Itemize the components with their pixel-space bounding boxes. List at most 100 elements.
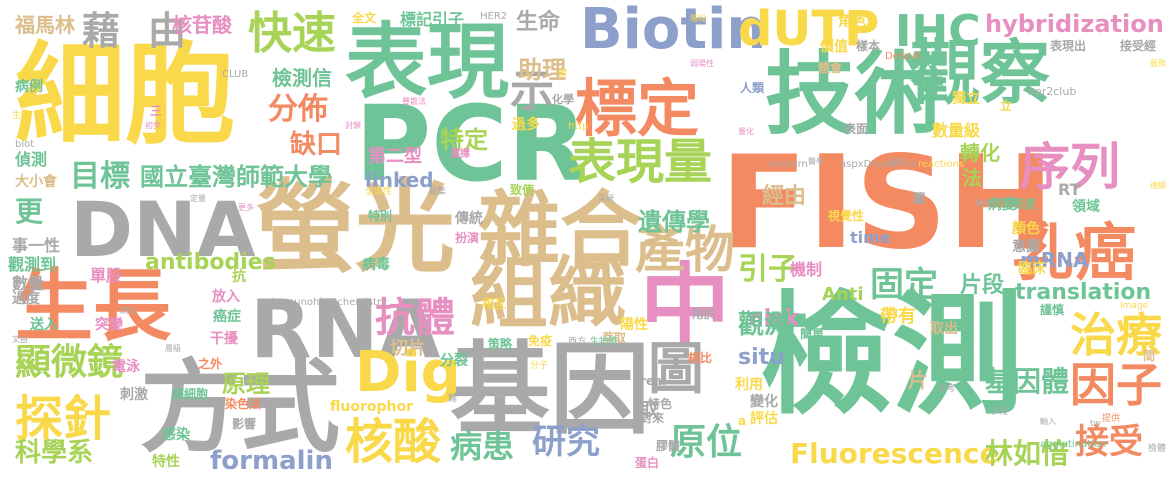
word-fenbian: 分辨 <box>100 318 102 319</box>
word-tese: 特色 <box>648 397 673 411</box>
word-zhence: 偵測 <box>15 150 48 169</box>
word-dna: DNA <box>70 185 256 274</box>
word-ganrao: 干擾 <box>210 331 238 347</box>
word-dingliang: 定量 <box>190 194 206 203</box>
word-ntnu: 國立臺灣師範大學 <box>140 163 332 191</box>
word-rna: RNA <box>250 283 441 376</box>
word-mrna: mRNA <box>1020 248 1089 272</box>
word-linked: linked <box>365 168 434 192</box>
word-pinggu: 評估 <box>750 411 778 427</box>
word-fenzi: 分子 <box>530 361 549 371</box>
word-dutp: dUTP <box>738 1 880 57</box>
word-tanzhen: 探針 <box>15 391 112 447</box>
word-mubiao: 目標 <box>70 159 130 194</box>
word-zhuanyou: 轉由 <box>975 199 991 208</box>
word-nick: nick <box>748 306 799 331</box>
word-xuanze: 選擇 <box>450 149 470 160</box>
word-yongyu: 用於 <box>692 307 717 321</box>
word-kuaisu: 快速 <box>248 8 336 59</box>
word-shuliang: 數量 <box>12 274 45 293</box>
word-pianduan: 片段 <box>960 273 1005 298</box>
word-fengsuo: 封鎖 <box>345 121 361 130</box>
word-shouduan: 手段 <box>990 407 1009 417</box>
word-xifang: 西方 <box>568 337 587 347</box>
word-tubian: 突變 <box>95 317 123 333</box>
word-bingli: 病例 <box>15 79 43 95</box>
word-shengwuti: 生物體 <box>590 337 618 347</box>
word-liyong: 利用 <box>735 377 763 393</box>
word-you: 由 <box>148 9 187 53</box>
word-hybridization: hybridization <box>985 10 1164 38</box>
word-shengming: 生命 <box>516 10 561 35</box>
word-anti: Anti <box>822 284 864 305</box>
word-jiaoti: 膠體 <box>656 439 681 453</box>
word-songru: 送入 <box>30 317 58 333</box>
word-zuzhi: 組織 <box>470 249 627 339</box>
word-hesuan: 核酸 <box>345 414 442 470</box>
word-xibao: 細胞 <box>15 31 235 159</box>
word-aspx: aspxDrosophila <box>840 159 918 170</box>
word-xiangbi: 相比 <box>688 351 713 365</box>
word-yangben: 樣本 <box>856 39 881 53</box>
word-yinzi2: 引子 <box>738 252 798 287</box>
word-shijuexing: 視覺性 <box>828 209 865 223</box>
word-gengduo: 更多 <box>238 203 254 212</box>
word-dangu: 單股 <box>90 266 123 285</box>
word-xulie: 序列 <box>1020 138 1120 196</box>
word-quchu: 取出 <box>930 321 958 337</box>
word-chubu: 初步 <box>145 121 161 130</box>
word-biaoxianchu: 表現出 <box>1050 39 1087 53</box>
word-zhuanhua: 轉化 <box>960 141 1000 165</box>
word-jiyinti: 基因體 <box>985 365 1070 398</box>
word-qu: 取 <box>640 400 658 421</box>
word-tebie: 特別 <box>368 209 393 223</box>
word-daxiaohui: 大小會 <box>15 174 57 190</box>
word-yanse: 顏色 <box>1012 221 1040 237</box>
word-club: CLUB <box>222 69 249 80</box>
word-jiazhi: 價值 <box>820 39 848 55</box>
word-jizhi: 機制 <box>790 260 823 279</box>
word-geng: 更 <box>15 195 44 228</box>
word-duli: 獨立 <box>952 91 980 107</box>
word-jian: 間 <box>1143 349 1156 363</box>
word-fish: FISH <box>720 129 1055 278</box>
word-a: a <box>738 414 747 428</box>
word-yangxing: 陽性 <box>620 317 648 333</box>
word-biaomian: 表面 <box>844 122 869 136</box>
word-jiandan: 簡單 <box>800 327 825 341</box>
word-cengji: 層級 <box>165 344 181 353</box>
word-bingbian: 病變 <box>988 197 1016 213</box>
word-ningji: 凝集 <box>428 187 447 197</box>
word-zhishi: 致使 <box>510 183 535 197</box>
word-antibodies: antibodies <box>145 250 276 275</box>
word-huaxue: 化學 <box>552 93 574 106</box>
word-jie: 藉 <box>82 9 121 53</box>
word-default: Default <box>885 51 922 62</box>
word-ruai: 乳癌 <box>1012 216 1137 289</box>
word-dianyong: 電泳 <box>112 359 140 375</box>
word-her2club: her2club <box>1028 85 1077 98</box>
word-agglutination: agglutination <box>1040 439 1107 450</box>
word-tw: tw <box>1090 419 1101 429</box>
word-zhuli: 助理 <box>518 56 566 84</box>
word-pcr: PCR <box>355 83 588 205</box>
word-ti: 體 <box>558 69 568 79</box>
word-jiaose: 角色 <box>838 14 866 30</box>
word-jiyin: 基因 <box>450 331 650 448</box>
word-cuiqu: 萃取 <box>602 331 627 345</box>
word-biaojiyinzi: 標記引子 <box>400 10 465 29</box>
word-lianxu: 連續 <box>1150 181 1166 190</box>
word-shuru: 輸入 <box>1040 417 1056 426</box>
word-lingyu: 領域 <box>1072 199 1100 215</box>
word-tu: 圖 <box>648 337 704 402</box>
word-image: Image <box>1120 301 1149 311</box>
word-lianghua: 量化 <box>738 127 754 136</box>
word-fumalin: 福馬林 <box>15 13 75 37</box>
word-fangshi: 方式 <box>140 349 340 466</box>
word-bingdu: 病毒 <box>362 257 390 273</box>
word-texing: 特性 <box>152 454 180 470</box>
word-danbai: 蛋白 <box>635 456 660 470</box>
word-zhong: 中 <box>640 254 730 359</box>
word-yuanwei: 原位 <box>670 422 743 463</box>
